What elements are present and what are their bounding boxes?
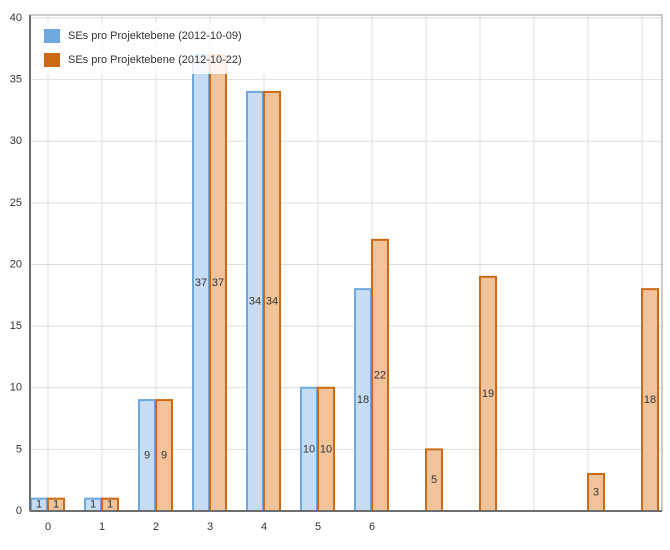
legend-box xyxy=(38,22,290,74)
bar xyxy=(479,275,497,511)
plot-frame xyxy=(29,14,663,512)
x-tick-label: 6 xyxy=(369,521,375,533)
legend-swatch xyxy=(44,53,60,67)
y-tick-label: 0 xyxy=(16,505,22,517)
value-label: 37 xyxy=(212,277,224,289)
bar xyxy=(317,386,335,511)
x-tick-label: 0 xyxy=(45,521,51,533)
legend: SEs pro Projektebene (2012-10-09) SEs pro… xyxy=(38,22,290,74)
value-label: 10 xyxy=(303,443,315,455)
value-label: 1 xyxy=(90,499,96,511)
legend-label: SEs pro Projektebene (2012-10-22) xyxy=(68,54,242,66)
y-tick-label: 35 xyxy=(10,74,22,86)
value-label: 1 xyxy=(36,499,42,511)
value-label: 3 xyxy=(593,486,599,498)
bar xyxy=(155,399,173,511)
y-tick-label: 40 xyxy=(10,12,22,24)
bars xyxy=(30,53,659,511)
x-tick-label: 3 xyxy=(207,521,213,533)
value-label: 1 xyxy=(107,499,113,511)
bar xyxy=(641,288,659,511)
x-tick-label: 2 xyxy=(153,521,159,533)
y-tick-label: 20 xyxy=(10,258,22,270)
value-label: 1 xyxy=(53,499,59,511)
value-label: 18 xyxy=(357,394,369,406)
y-tick-label: 10 xyxy=(10,382,22,394)
y-tick-label: 5 xyxy=(16,443,22,455)
y-tick-label: 30 xyxy=(10,135,22,147)
value-label: 37 xyxy=(195,277,207,289)
y-tick-label: 25 xyxy=(10,197,22,209)
bar xyxy=(425,448,443,511)
value-label: 10 xyxy=(320,443,332,455)
value-label: 34 xyxy=(249,295,261,307)
value-label: 18 xyxy=(644,394,656,406)
x-tick-label: 1 xyxy=(99,521,105,533)
value-label: 19 xyxy=(482,388,494,400)
x-tick-label: 4 xyxy=(261,521,267,533)
value-label: 22 xyxy=(374,369,386,381)
legend-label: SEs pro Projektebene (2012-10-09) xyxy=(68,30,242,42)
value-label: 5 xyxy=(431,474,437,486)
value-label: 9 xyxy=(161,449,167,461)
bar xyxy=(371,238,389,511)
value-label: 34 xyxy=(266,295,278,307)
legend-swatch xyxy=(44,29,60,43)
y-tick-label: 15 xyxy=(10,320,22,332)
value-label: 9 xyxy=(144,449,150,461)
x-tick-label: 5 xyxy=(315,521,321,533)
